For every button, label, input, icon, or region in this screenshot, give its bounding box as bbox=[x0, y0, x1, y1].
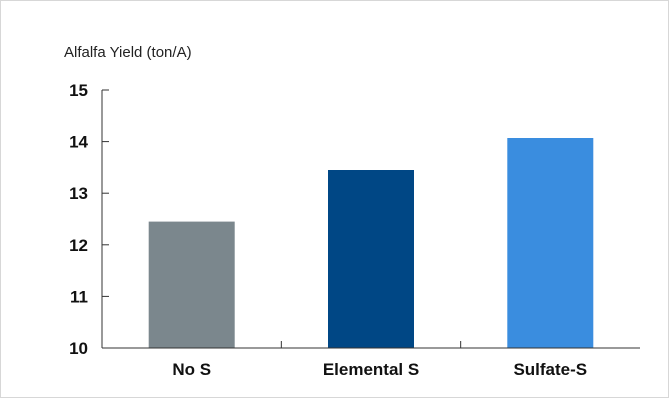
y-tick-label: 15 bbox=[69, 81, 88, 100]
y-tick-label: 14 bbox=[69, 133, 88, 152]
x-ticks-group: No S Elemental S Sulfate-S bbox=[172, 341, 587, 379]
x-tick-label: Elemental S bbox=[323, 360, 419, 379]
x-tick-label: Sulfate-S bbox=[513, 360, 587, 379]
y-tick-label: 10 bbox=[69, 339, 88, 358]
bar-elemental-s bbox=[328, 170, 414, 348]
axes-group bbox=[101, 90, 640, 349]
y-ticks-group: 10 11 12 13 14 15 bbox=[69, 81, 109, 358]
y-tick-label: 12 bbox=[69, 236, 88, 255]
bars-group bbox=[148, 138, 594, 348]
bar-sulfate-s bbox=[507, 138, 594, 348]
bar-no-s bbox=[148, 221, 235, 348]
x-tick-label: No S bbox=[172, 360, 211, 379]
y-tick-label: 13 bbox=[69, 184, 88, 203]
y-axis-label: Alfalfa Yield (ton/A) bbox=[64, 44, 192, 61]
y-tick-label: 11 bbox=[70, 287, 88, 306]
